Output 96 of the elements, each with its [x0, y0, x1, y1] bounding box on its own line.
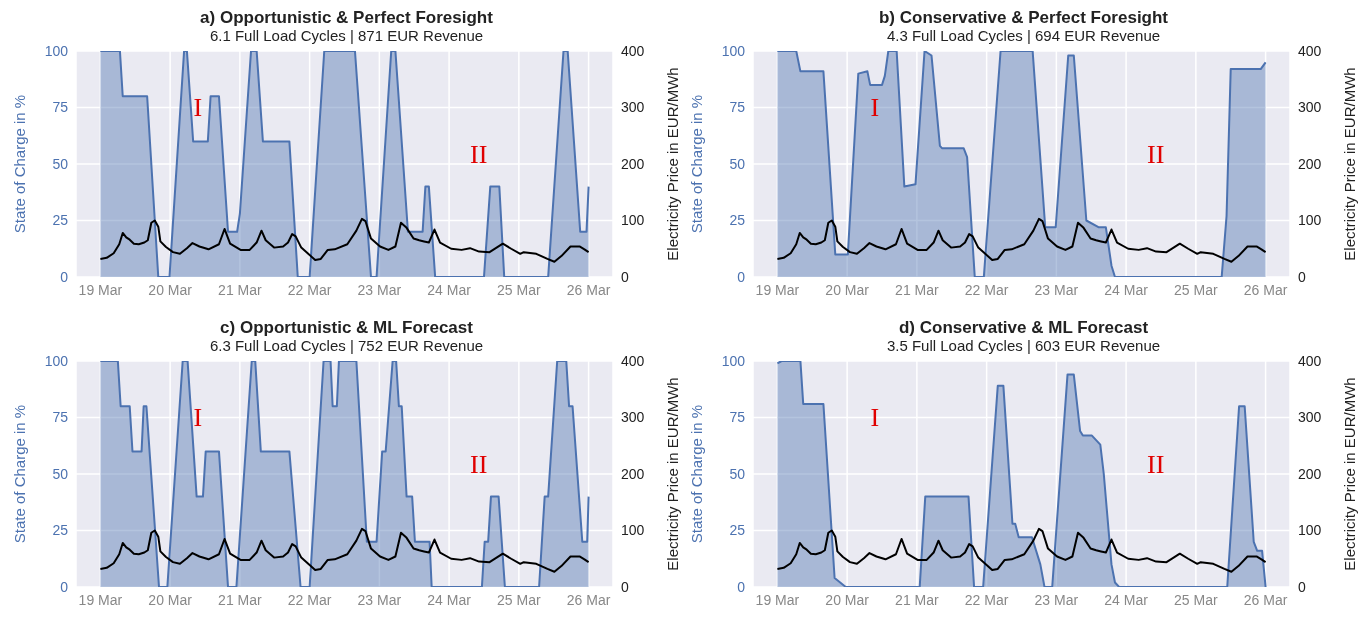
x-tick-label: 25 Mar	[1174, 591, 1218, 608]
y2-tick-label: 0	[621, 268, 629, 285]
x-tick-label: 26 Mar	[566, 281, 611, 298]
x-tick-label: 21 Mar	[218, 591, 263, 608]
y-tick-label: 75	[52, 409, 69, 426]
y2-tick-label: 200	[1298, 155, 1322, 172]
y-tick-label: 0	[60, 578, 69, 595]
y2-tick-label: 300	[1298, 409, 1322, 426]
y-tick-label: 100	[44, 352, 69, 369]
y2-axis-title: Electricity Price in EUR/MWh	[664, 377, 682, 571]
y-axis-title: State of Charge in %	[11, 94, 29, 234]
y-axis-title: State of Charge in %	[11, 404, 29, 544]
y-tick-label: 75	[52, 99, 69, 116]
chart-subtitle: 6.3 Full Load Cycles | 752 EUR Revenue	[209, 337, 484, 354]
x-tick-label: 24 Mar	[427, 281, 472, 298]
x-tick-label: 21 Mar	[895, 281, 940, 298]
y-tick-label: 50	[52, 155, 69, 172]
x-tick-label: 24 Mar	[1104, 591, 1149, 608]
y2-tick-label: 300	[621, 409, 645, 426]
x-tick-label: 25 Mar	[497, 281, 541, 298]
chart-subtitle: 3.5 Full Load Cycles | 603 EUR Revenue	[886, 337, 1161, 354]
y2-tick-label: 400	[1298, 42, 1322, 59]
y-axis-title: State of Charge in %	[688, 404, 706, 544]
y2-tick-label: 400	[621, 352, 645, 369]
y2-tick-label: 0	[621, 578, 629, 595]
chart-title: c) Opportunistic & ML Forecast	[219, 318, 474, 337]
x-tick-label: 22 Mar	[287, 591, 332, 608]
x-tick-label: 23 Mar	[357, 591, 402, 608]
x-tick-label: 19 Mar	[755, 591, 800, 608]
y2-axis-title: Electricity Price in EUR/MWh	[664, 67, 682, 261]
y-tick-label: 0	[737, 578, 746, 595]
chart-title: b) Conservative & Perfect Foresight	[877, 8, 1170, 27]
y2-tick-label: 200	[621, 465, 645, 482]
y-axis-title: State of Charge in %	[688, 94, 706, 234]
x-tick-label: 26 Mar	[1243, 281, 1288, 298]
annotation: II	[1147, 449, 1165, 479]
x-tick-label: 19 Mar	[78, 281, 123, 298]
y-tick-label: 50	[52, 465, 69, 482]
y-tick-label: 50	[729, 465, 746, 482]
y-tick-label: 25	[729, 212, 746, 229]
y2-tick-label: 0	[1298, 578, 1306, 595]
x-tick-label: 23 Mar	[1034, 281, 1079, 298]
x-tick-label: 20 Mar	[148, 281, 193, 298]
annotation: II	[1147, 139, 1165, 169]
x-tick-label: 20 Mar	[825, 281, 870, 298]
x-tick-label: 23 Mar	[1034, 591, 1079, 608]
y-tick-label: 100	[44, 42, 69, 59]
chart-title: a) Opportunistic & Perfect Foresight	[199, 8, 494, 27]
y-tick-label: 25	[52, 522, 69, 539]
x-tick-label: 24 Mar	[1104, 281, 1149, 298]
y-tick-label: 50	[729, 155, 746, 172]
y-tick-label: 0	[60, 268, 69, 285]
x-tick-label: 21 Mar	[895, 591, 940, 608]
y2-tick-label: 300	[621, 99, 645, 116]
annotation: II	[470, 139, 488, 169]
y2-tick-label: 200	[621, 155, 645, 172]
y2-tick-label: 100	[621, 522, 645, 539]
x-tick-label: 25 Mar	[1174, 281, 1218, 298]
y-tick-label: 75	[729, 99, 746, 116]
y2-axis-title: Electricity Price in EUR/MWh	[1341, 377, 1359, 571]
x-tick-label: 22 Mar	[964, 281, 1009, 298]
annotation: I	[870, 92, 880, 122]
x-tick-label: 20 Mar	[148, 591, 193, 608]
y-tick-label: 25	[729, 522, 746, 539]
y-tick-label: 25	[52, 212, 69, 229]
y2-tick-label: 400	[1298, 352, 1322, 369]
x-tick-label: 25 Mar	[497, 591, 541, 608]
y2-tick-label: 0	[1298, 268, 1306, 285]
y-tick-label: 100	[721, 352, 746, 369]
annotation: I	[870, 402, 880, 432]
x-tick-label: 20 Mar	[825, 591, 870, 608]
annotation: II	[470, 449, 488, 479]
x-tick-label: 23 Mar	[357, 281, 402, 298]
x-tick-label: 22 Mar	[964, 591, 1009, 608]
x-tick-label: 26 Mar	[1243, 591, 1288, 608]
y2-tick-label: 300	[1298, 99, 1322, 116]
chart-title: d) Conservative & ML Forecast	[897, 318, 1150, 337]
x-tick-label: 22 Mar	[287, 281, 332, 298]
y2-tick-label: 100	[1298, 522, 1322, 539]
x-tick-label: 26 Mar	[566, 591, 611, 608]
chart-subtitle: 6.1 Full Load Cycles | 871 EUR Revenue	[209, 27, 484, 44]
y2-tick-label: 200	[1298, 465, 1322, 482]
y2-tick-label: 400	[621, 42, 645, 59]
chart-subtitle: 4.3 Full Load Cycles | 694 EUR Revenue	[886, 27, 1161, 44]
y2-tick-label: 100	[1298, 212, 1322, 229]
x-tick-label: 24 Mar	[427, 591, 472, 608]
y-tick-label: 75	[729, 409, 746, 426]
annotation: I	[193, 92, 203, 122]
annotation: I	[193, 402, 203, 432]
y2-axis-title: Electricity Price in EUR/MWh	[1341, 67, 1359, 261]
x-tick-label: 19 Mar	[755, 281, 800, 298]
y2-tick-label: 100	[621, 212, 645, 229]
y-tick-label: 100	[721, 42, 746, 59]
x-tick-label: 19 Mar	[78, 591, 123, 608]
y-tick-label: 0	[737, 268, 746, 285]
x-tick-label: 21 Mar	[218, 281, 263, 298]
